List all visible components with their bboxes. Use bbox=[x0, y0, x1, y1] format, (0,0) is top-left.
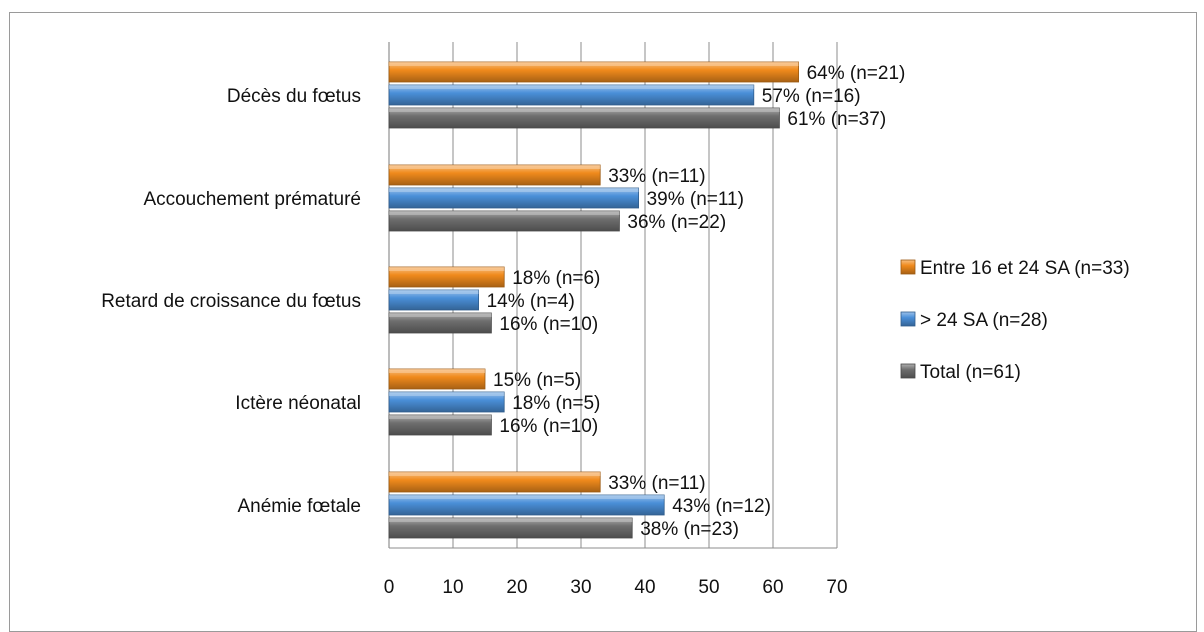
x-tick-label: 50 bbox=[698, 577, 719, 598]
category-label: Décès du fœtus bbox=[227, 86, 361, 107]
bar-highlight bbox=[389, 472, 601, 476]
bar-highlight bbox=[389, 392, 505, 396]
data-label: 15% (n=5) bbox=[493, 370, 581, 391]
data-label: 39% (n=11) bbox=[647, 189, 744, 210]
data-label: 16% (n=10) bbox=[499, 314, 598, 335]
bar-highlight bbox=[389, 108, 780, 112]
data-label: 57% (n=16) bbox=[762, 86, 861, 107]
data-labels: 64% (n=21)57% (n=16)61% (n=37) 33% (n=11)… bbox=[487, 63, 906, 540]
bar-highlight bbox=[389, 267, 505, 271]
data-label: 61% (n=37) bbox=[787, 109, 886, 130]
legend-swatch bbox=[900, 259, 916, 275]
category-label: Retard de croissance du fœtus bbox=[101, 291, 361, 312]
data-label: 18% (n=5) bbox=[512, 393, 600, 414]
data-label: 16% (n=10) bbox=[499, 416, 598, 437]
bar-highlight bbox=[389, 369, 485, 373]
data-label: 64% (n=21) bbox=[807, 63, 906, 84]
x-tick-label: 0 bbox=[384, 577, 395, 598]
bar-highlight bbox=[389, 415, 492, 419]
category-label: Accouchement prématuré bbox=[143, 189, 361, 210]
bar-highlight bbox=[389, 62, 799, 66]
bar-highlight bbox=[389, 165, 601, 169]
bar-highlight bbox=[389, 313, 492, 317]
bar-highlight bbox=[389, 85, 754, 89]
data-label: 36% (n=22) bbox=[627, 212, 726, 233]
category-label: Ictère néonatal bbox=[235, 393, 361, 414]
legend-swatch bbox=[900, 363, 916, 379]
bar-highlight bbox=[389, 290, 479, 294]
bar-highlight bbox=[389, 211, 620, 215]
x-tick-label: 60 bbox=[762, 577, 783, 598]
legend-entry: Entre 16 et 24 SA (n=33) bbox=[920, 258, 1130, 279]
x-tick-label: 70 bbox=[826, 577, 847, 598]
legend-swatch bbox=[900, 311, 916, 327]
x-tick-label: 20 bbox=[506, 577, 527, 598]
legend-entry: Total (n=61) bbox=[920, 362, 1021, 383]
data-label: 33% (n=11) bbox=[608, 473, 705, 494]
bar-highlight bbox=[389, 518, 633, 522]
x-tick-label: 10 bbox=[442, 577, 463, 598]
x-tick-label: 30 bbox=[570, 577, 591, 598]
x-tick-label: 40 bbox=[634, 577, 655, 598]
category-labels: Décès du fœtus Accouchement prématuré Reta… bbox=[101, 86, 361, 517]
bar-highlight bbox=[389, 188, 639, 192]
data-label: 18% (n=6) bbox=[512, 268, 600, 289]
x-axis-tick-labels: 0 10 20 30 40 50 60 70 bbox=[384, 577, 848, 598]
data-label: 43% (n=12) bbox=[672, 496, 771, 517]
data-label: 33% (n=11) bbox=[608, 166, 705, 187]
data-label: 38% (n=23) bbox=[640, 519, 739, 540]
legend: Entre 16 et 24 SA (n=33) > 24 SA (n=28) To… bbox=[900, 258, 1130, 383]
chart: 64% (n=21)57% (n=16)61% (n=37) 33% (n=11)… bbox=[101, 42, 1130, 598]
legend-entry: > 24 SA (n=28) bbox=[920, 310, 1048, 331]
bars bbox=[388, 61, 800, 539]
bar-highlight bbox=[389, 495, 665, 499]
data-label: 14% (n=4) bbox=[487, 291, 575, 312]
category-label: Anémie fœtale bbox=[237, 496, 361, 517]
